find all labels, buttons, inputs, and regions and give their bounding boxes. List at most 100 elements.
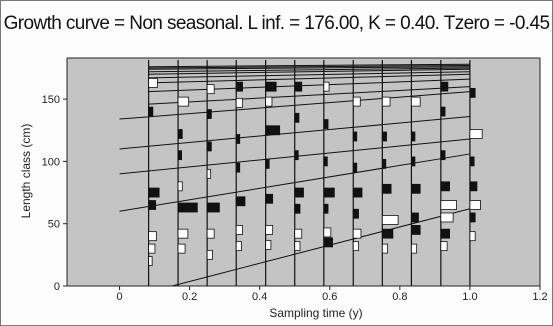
negative-frequency-bar: [148, 106, 154, 117]
x-tick-label: 0.4: [252, 291, 267, 303]
positive-frequency-bar: [235, 225, 243, 235]
y-tick-label: 100: [42, 156, 60, 168]
positive-frequency-bar: [323, 227, 332, 238]
negative-frequency-bar: [469, 156, 475, 167]
negative-frequency-bar: [148, 200, 157, 210]
negative-frequency-bar: [235, 134, 241, 144]
x-axis-label: Sampling time (y): [269, 306, 362, 320]
x-tick-label: 1.0: [462, 291, 477, 303]
x-tick-label: 0: [116, 291, 122, 303]
positive-frequency-bar: [148, 231, 157, 242]
positive-frequency-bar: [177, 181, 183, 192]
negative-frequency-bar: [206, 202, 220, 213]
positive-frequency-bar: [206, 168, 212, 179]
x-tick-label: 1.2: [532, 291, 547, 303]
positive-frequency-bar: [381, 96, 391, 107]
positive-frequency-bar: [265, 225, 274, 235]
positive-frequency-bar: [206, 249, 213, 260]
positive-frequency-bar: [469, 129, 483, 139]
negative-frequency-bar: [469, 87, 476, 98]
negative-frequency-bar: [381, 131, 387, 142]
negative-frequency-bar: [411, 156, 416, 167]
negative-frequency-bar: [294, 150, 299, 161]
negative-frequency-bar: [411, 212, 419, 223]
y-axis-label: Length class (cm): [19, 124, 33, 219]
negative-frequency-bar: [294, 203, 301, 214]
negative-frequency-bar: [323, 156, 328, 167]
negative-frequency-bar: [381, 228, 394, 239]
negative-frequency-bar: [235, 81, 243, 92]
negative-frequency-bar: [265, 81, 277, 92]
positive-frequency-bar: [323, 81, 330, 92]
growth-curve-line: [171, 208, 471, 287]
growth-curve-line: [148, 63, 470, 68]
positive-frequency-bar: [206, 84, 215, 95]
negative-frequency-bar: [381, 183, 392, 194]
x-tick-label: 0.6: [322, 291, 337, 303]
negative-frequency-bar: [440, 150, 446, 161]
negative-frequency-bar: [352, 187, 363, 198]
negative-frequency-bar: [323, 237, 333, 248]
x-tick-label: 0.2: [182, 291, 197, 303]
negative-frequency-bar: [235, 196, 246, 207]
growth-curve-line: [148, 64, 470, 69]
positive-frequency-bar: [469, 231, 476, 242]
growth-curve-line: [148, 78, 470, 93]
x-tick-label: 0.8: [392, 291, 407, 303]
negative-frequency-bar: [352, 208, 359, 219]
negative-frequency-bar: [265, 159, 270, 169]
growth-curve-line: [148, 86, 470, 105]
negative-frequency-bar: [294, 112, 300, 123]
growth-curve-line: [148, 73, 470, 84]
negative-frequency-bar: [206, 141, 212, 152]
negative-frequency-bar: [177, 150, 182, 161]
positive-frequency-bar: [235, 97, 243, 108]
chart-title: Growth curve = Non seasonal. L inf. = 17…: [3, 13, 550, 34]
negative-frequency-bar: [177, 129, 183, 139]
negative-frequency-bar: [148, 187, 160, 198]
positive-frequency-bar: [148, 78, 158, 88]
negative-frequency-bar: [294, 81, 303, 92]
negative-frequency-bar: [440, 228, 451, 239]
negative-frequency-bar: [469, 212, 476, 223]
positive-frequency-bar: [177, 243, 186, 254]
y-tick-label: 50: [48, 219, 60, 231]
negative-frequency-bar: [440, 81, 449, 92]
negative-frequency-bar: [440, 181, 451, 192]
growth-curve-line: [148, 71, 470, 79]
positive-frequency-bar: [440, 212, 454, 223]
positive-frequency-bar: [440, 200, 458, 210]
negative-frequency-bar: [411, 225, 421, 235]
positive-frequency-bar: [352, 241, 359, 252]
negative-frequency-bar: [265, 125, 281, 136]
positive-frequency-bar: [352, 228, 362, 239]
y-tick-label: 150: [42, 94, 60, 106]
growth-curve-line: [148, 66, 470, 70]
positive-frequency-bar: [177, 228, 189, 239]
positive-frequency-bar: [235, 241, 242, 252]
positive-frequency-bar: [294, 241, 301, 252]
negative-frequency-bar: [265, 193, 274, 204]
positive-frequency-bar: [411, 243, 418, 254]
positive-frequency-bar: [469, 200, 481, 210]
negative-frequency-bar: [323, 119, 329, 129]
positive-frequency-bar: [206, 228, 215, 239]
negative-frequency-bar: [323, 203, 329, 214]
negative-frequency-bar: [381, 159, 387, 169]
negative-frequency-bar: [352, 131, 358, 142]
positive-frequency-bar: [148, 243, 156, 254]
positive-frequency-bar: [265, 96, 273, 107]
negative-frequency-bar: [352, 162, 358, 173]
positive-frequency-bar: [177, 96, 189, 107]
negative-frequency-bar: [235, 162, 241, 173]
negative-frequency-bar: [469, 181, 478, 192]
positive-frequency-bar: [294, 228, 303, 239]
positive-frequency-bar: [265, 239, 272, 250]
positive-frequency-bar: [148, 256, 153, 266]
negative-frequency-bar: [294, 187, 304, 198]
positive-frequency-bar: [381, 243, 388, 254]
positive-frequency-bar: [440, 241, 448, 252]
positive-frequency-bar: [381, 215, 399, 225]
positive-frequency-bar: [352, 96, 361, 107]
